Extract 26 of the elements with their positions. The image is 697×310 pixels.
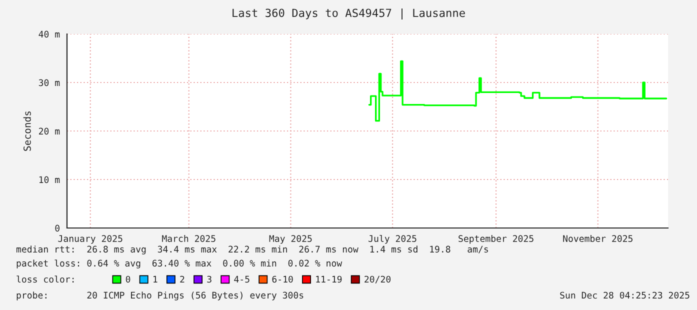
chart-title: Last 360 Days to AS49457 | Lausanne bbox=[232, 8, 465, 20]
legend-label: 20/20 bbox=[364, 276, 391, 284]
legend-label: 4-5 bbox=[234, 276, 250, 283]
text: median rtt: 26.8 ms avg 34.4 ms max 22.2 ms min 26.7 ms now 1.4 ms sd 19.8 am/s bbox=[16, 246, 488, 254]
legend-title: loss color: bbox=[16, 276, 74, 283]
y-tick-label: 30 m bbox=[38, 79, 60, 86]
x-tick-label: November 2025 bbox=[563, 234, 632, 242]
legend-label: 11-19 bbox=[316, 276, 342, 283]
y-tick-label: 0 bbox=[55, 224, 60, 232]
text: probe: 20 ICMP Echo Pings (56 Bytes) every 300s bbox=[16, 292, 304, 300]
x-tick-label: January 2025 bbox=[58, 235, 122, 244]
y-tick-label: 10 m bbox=[39, 176, 60, 184]
legend-label: 2 bbox=[180, 276, 184, 283]
x-tick-label: March 2025 bbox=[162, 234, 216, 242]
legend-label: 3 bbox=[207, 276, 212, 283]
x-tick-label: May 2025 bbox=[269, 235, 312, 244]
text: packet loss: 0.64 % avg 63.40 % max 0.00 % min 0.02 % now bbox=[16, 260, 342, 268]
legend-label: 0 bbox=[126, 276, 130, 283]
x-tick-label: September 2025 bbox=[458, 234, 534, 244]
x-tick-label: July 2025 bbox=[368, 234, 416, 244]
legend-label: 1 bbox=[154, 276, 158, 283]
legend-label: 6-10 bbox=[272, 276, 293, 283]
y-axis-title: Seconds bbox=[23, 111, 31, 151]
y-tick-label: 20 m bbox=[38, 128, 60, 135]
y-tick-label: 40 m bbox=[38, 30, 60, 38]
text: Sun Dec 28 04:25:23 2025 bbox=[560, 292, 690, 299]
